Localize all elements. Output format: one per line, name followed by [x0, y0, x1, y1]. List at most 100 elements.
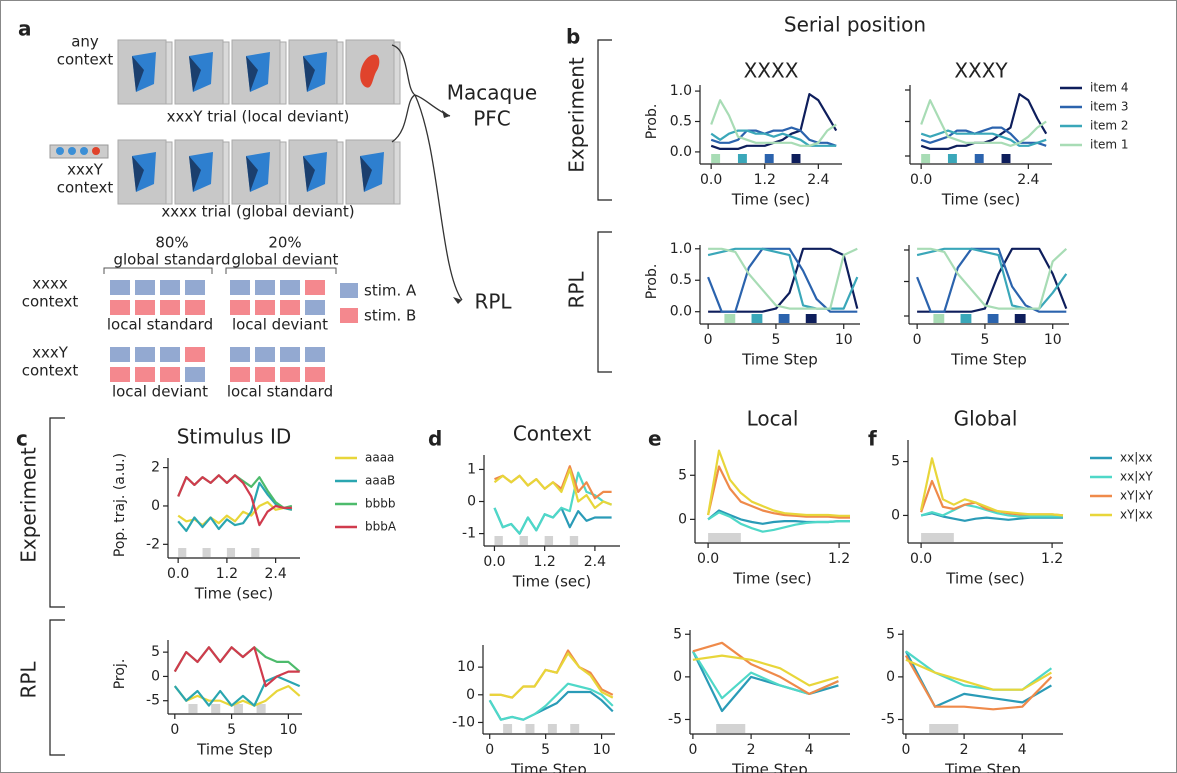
x-tick-label: 4	[1018, 742, 1027, 758]
stimulus-bar	[929, 724, 958, 733]
y-tick-label: -5	[881, 711, 895, 727]
stim-legend: stim. A	[364, 282, 417, 300]
y-tick-label: 5	[886, 626, 895, 642]
stim-square	[185, 367, 205, 382]
x-tick-label: 10	[835, 332, 853, 348]
y-tick-label: -5	[146, 693, 160, 709]
figure: a b c d e f Serial position Experiment R…	[0, 0, 1177, 773]
panel-label: a	[18, 17, 32, 41]
y-tick-label: 0.0	[670, 144, 692, 160]
stim-square	[135, 300, 155, 315]
context-label: any	[71, 33, 99, 51]
stim-square	[230, 280, 250, 295]
y-tick-label: 1	[467, 461, 476, 477]
stim-square	[110, 347, 130, 362]
stimulus-bar	[708, 533, 741, 542]
legend-label: item 1	[1090, 138, 1129, 152]
x-tick-label: 1.2	[754, 172, 776, 188]
x-tick-label: 10	[593, 742, 611, 758]
legend-label: bbbb	[365, 497, 395, 511]
stim-square	[160, 347, 180, 362]
legend-label: aaaB	[365, 474, 395, 488]
panel-label: e	[648, 427, 662, 451]
stim-square	[280, 280, 300, 295]
x-tick-label: 0	[913, 332, 922, 348]
y-tick-label: 5	[891, 454, 900, 470]
suptitle: Serial position	[784, 13, 926, 37]
legend-label: aaaa	[365, 451, 394, 465]
trial-caption: xxxx trial (global deviant)	[161, 203, 354, 221]
stim-a-swatch	[340, 283, 358, 298]
stimulus-bar	[765, 154, 774, 163]
x-axis-label: Time Step	[950, 351, 1027, 369]
legend-label: item 3	[1090, 100, 1129, 114]
stimulus-bar	[548, 724, 557, 733]
stim-b-swatch	[340, 308, 358, 323]
x-tick-label: 2.4	[807, 172, 829, 188]
stimulus-bar	[806, 314, 817, 323]
stim-square	[230, 367, 250, 382]
stim-square	[255, 300, 275, 315]
target-label: Macaque	[447, 81, 537, 105]
stimulus-bar	[251, 548, 259, 557]
stim-square	[280, 300, 300, 315]
stim-square	[185, 347, 205, 362]
x-tick-label: 5	[980, 332, 989, 348]
legend-label: item 4	[1090, 81, 1129, 95]
x-tick-label: 0.0	[697, 551, 719, 567]
x-tick-label: 2.4	[1017, 172, 1039, 188]
y-tick-label: 5	[678, 467, 687, 483]
x-tick-label: 0	[688, 742, 697, 758]
block-caption: local standard	[107, 316, 213, 334]
y-tick-label: 0.0	[670, 304, 692, 320]
row-label: RPL	[565, 271, 589, 309]
x-tick-label: 0.0	[167, 566, 189, 582]
x-tick-label: 1.2	[534, 554, 556, 570]
stimulus-bar	[1015, 314, 1026, 323]
stim-square	[160, 367, 180, 382]
y-tick-label: 0	[467, 494, 476, 510]
legend-label: xY|xY	[1120, 489, 1154, 503]
legend-label: xx|xY	[1120, 470, 1153, 484]
stimulus-bar	[779, 314, 790, 323]
trial-caption: xxxY trial (local deviant)	[167, 108, 350, 126]
column-label: 80%	[155, 234, 188, 252]
x-tick-label: 5	[771, 332, 780, 348]
y-tick-label: 0.5	[670, 114, 692, 130]
stim-square	[135, 367, 155, 382]
x-tick-label: 2	[960, 742, 969, 758]
row-context: context	[22, 293, 79, 311]
x-tick-label: 0.0	[910, 551, 932, 567]
mini-sequence	[50, 145, 108, 158]
block-caption: local standard	[227, 383, 333, 401]
chart-title: Local	[747, 407, 799, 431]
panel-label: c	[16, 427, 28, 451]
stimulus-bar	[948, 154, 957, 163]
stimulus-bar	[211, 704, 220, 713]
y-tick-label: 0	[466, 687, 475, 703]
stim-square	[255, 280, 275, 295]
row-context: xxxY	[32, 344, 69, 362]
stimulus-bar	[188, 704, 197, 713]
x-tick-label: 0	[901, 742, 910, 758]
y-tick-label: 2	[151, 460, 160, 476]
stimulus-bar	[178, 548, 186, 557]
x-tick-label: 2.4	[264, 566, 286, 582]
stim-square	[135, 347, 155, 362]
x-axis-label: Time Step	[196, 741, 273, 759]
x-tick-label: 0	[704, 332, 713, 348]
y-axis-label: Proj.	[112, 659, 128, 690]
column-label: global standard	[113, 251, 230, 269]
y-tick-label: 10	[457, 659, 475, 675]
y-tick-label: 0	[678, 511, 687, 527]
stimulus-bar	[716, 724, 745, 733]
stimulus-bar	[921, 154, 930, 163]
y-axis-label: Pop. traj. (a.u.)	[112, 453, 128, 557]
stimulus-bar	[570, 724, 579, 733]
y-tick-label: 0	[886, 669, 895, 685]
chart-title: Global	[954, 407, 1018, 431]
stimulus-bar	[1002, 154, 1011, 163]
y-tick-label: 0.5	[670, 272, 692, 288]
row-label: RPL	[17, 661, 41, 699]
x-axis-label: Time Step	[944, 761, 1021, 773]
